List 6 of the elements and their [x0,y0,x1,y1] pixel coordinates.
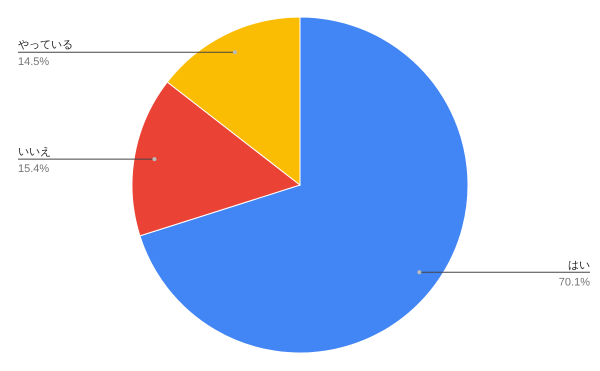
data-label: 14.5% [18,56,50,68]
slice-label: いいえ [18,146,51,158]
slice-label: やっている [18,39,73,52]
slice-label: はい [568,259,590,272]
data-label: 15.4% [18,163,50,176]
data-label: 70.1% [558,276,590,288]
